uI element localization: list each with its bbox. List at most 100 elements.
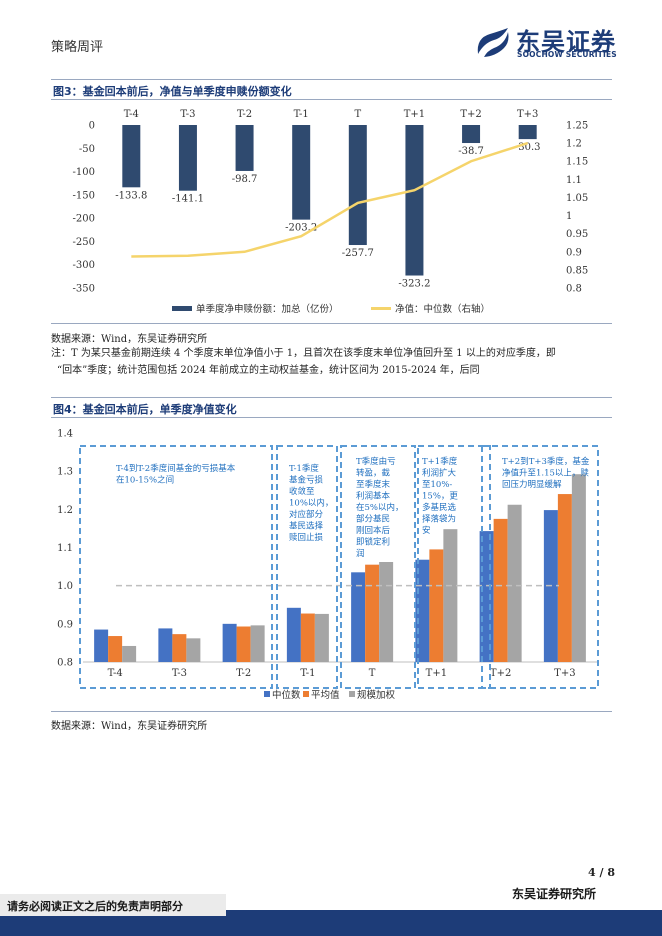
fig4-bar: [571, 474, 586, 662]
fig4-annotation-box: [481, 445, 599, 689]
fig3-data-label: -203.2: [285, 223, 317, 234]
fig4-bar: [429, 549, 444, 662]
fig3-y-tick-label: 0: [89, 121, 95, 132]
fig4-annotation-text: 在10-15%之间: [116, 475, 174, 486]
fig3-y2-tick-label: 0.8: [566, 284, 582, 295]
fig4-x-tick-label: T-4: [108, 668, 123, 679]
fig3-bottom-rule: [51, 323, 612, 324]
fig3-legend-swatch-bar: [172, 306, 192, 311]
fig4-annotation-text: 润: [356, 548, 365, 559]
fig4-annotation-text: 10%以内，: [289, 498, 333, 509]
fig3-x-tick-label: T-2: [237, 109, 252, 120]
fig4-legend-label: 平均值: [311, 689, 340, 701]
fig4-y-tick-label: 1.0: [57, 581, 73, 592]
fig4-annotation-text: 刚回本后: [356, 525, 391, 536]
fig3-x-tick-label: T: [354, 109, 361, 120]
fig4-annotation-text: 净值升至1.15以上，赎: [502, 468, 589, 479]
fig4-legend-label: 规模加权: [357, 689, 396, 701]
fig3-data-label: -38.7: [458, 146, 484, 157]
fig4-annotation-text: 在5%以内，: [356, 502, 404, 513]
fig3-bar: [405, 125, 424, 276]
fig3-bar: [518, 125, 537, 140]
fig4-y-tick-label: 1.2: [57, 505, 73, 516]
fig3-note-line2: “回本”季度；统计范围包括 2024 年前成立的主动权益基金，统计区间为 201…: [57, 365, 480, 376]
fig3-y2-tick-label: 0.95: [566, 229, 588, 240]
fig3-bar: [235, 125, 254, 171]
fig4-title: 图4：基金回本前后，单季度净值变化: [53, 403, 237, 416]
fig4-legend-swatch: [303, 691, 309, 697]
fig4-annotation-text: 择落袋为: [422, 514, 456, 525]
fig4-bar: [186, 638, 201, 662]
fig3-y-tick-label: -300: [73, 260, 95, 271]
fig4-bar: [507, 504, 522, 662]
fig4-annotation-text: 收敛至: [289, 486, 315, 497]
fig3-x-tick-label: T+3: [517, 109, 538, 120]
fig3-y2-tick-label: 1: [566, 211, 572, 222]
fig4-annotation-text: 赎回止损: [289, 532, 324, 543]
fig4-annotation-text: T+1季度: [422, 456, 458, 467]
fig4-bar: [236, 626, 251, 662]
fig4-bar: [351, 572, 366, 662]
fig4-bar: [300, 613, 315, 662]
fig3-y2-tick-label: 1.25: [566, 121, 588, 132]
fig3-y2-tick-label: 1.05: [566, 193, 588, 204]
fig4-top-rule: [51, 397, 612, 398]
fig4-x-tick-label: T-3: [172, 668, 187, 679]
fig3-y-tick-label: -250: [73, 237, 95, 248]
fig4-chart: 1.4 1.3 1.2 1.1 1.0 0.9 0.8 T-4 T-3 T-2 T-1 T T+1 T+2…: [57, 429, 599, 701]
fig3-data-label: -133.8: [115, 190, 147, 201]
fig4-y-tick-label: 0.8: [57, 658, 73, 669]
footer-org: 东吴证券研究所: [512, 887, 597, 901]
fig3-title: 图3：基金回本前后，净值与单季度申赎份额变化: [53, 85, 292, 98]
disclaimer-text: 请务必阅读正文之后的免责声明部分: [7, 900, 183, 913]
fig3-x-tick-label: T-4: [124, 109, 139, 120]
fig4-annotation-box: [79, 445, 273, 689]
fig3-y-tick-label: -100: [73, 167, 95, 178]
fig4-x-tick-label: T-2: [236, 668, 251, 679]
fig4-annotation-text: 即锁定利: [356, 537, 390, 548]
page-number: 4 / 8: [588, 866, 615, 879]
logo-icon: [477, 28, 509, 57]
fig4-annotation-text: 回压力明显缓解: [502, 479, 562, 490]
fig3-note-line1: 注：T 为某只基金前期连续 4 个季度末单位净值小于 1，且首次在该季度末单位净…: [51, 348, 556, 359]
fig4-bar: [314, 613, 329, 662]
fig3-bar: [462, 125, 481, 144]
fig3-y-tick-label: -350: [73, 284, 95, 295]
fig3-bar: [122, 125, 141, 188]
fig3-legend-label-line: 净值：中位数（右轴）: [395, 303, 490, 315]
fig4-annotation-text: 15%，更: [422, 492, 458, 502]
fig4-annotation-text: T-4到T-2季度间基金的亏损基本: [116, 463, 236, 474]
fig4-annotation-text: 至10%-: [422, 480, 452, 490]
fig4-x-tick-label: T-1: [300, 668, 315, 679]
fig4-annotation-text: T+2到T+3季度，基金: [502, 456, 590, 467]
fig3-y2-tick-label: 1.1: [566, 175, 582, 186]
fig3-x-tick-label: T-3: [180, 109, 195, 120]
logo-text: 东吴证券: [516, 28, 616, 56]
fig4-annotation-box: [340, 445, 416, 689]
fig4-bar: [122, 645, 137, 662]
fig4-bar: [158, 628, 173, 662]
fig3-x-tick-label: T+1: [404, 109, 425, 120]
fig4-bottom-rule: [51, 711, 612, 712]
fig4-annotation-text: T季度由亏: [356, 456, 396, 467]
fig3-chart: T-4 T-3 T-2 T-1 T T+1 T+2 T+3 0 -50 -100 -150 -200 -2…: [73, 109, 589, 315]
fig4-annotation-text: 部分基民: [356, 514, 390, 525]
fig4-bar: [222, 623, 237, 662]
fig4-source: 数据来源：Wind，东吴证券研究所: [51, 721, 208, 732]
fig3-y-tick-label: -50: [79, 144, 95, 155]
disclaimer-box: [0, 894, 226, 916]
fig4-bar: [94, 629, 109, 662]
fig4-bar: [286, 607, 301, 662]
fig4-bar: [172, 634, 187, 662]
fig3-bar: [348, 125, 367, 246]
fig3-bar: [178, 125, 197, 191]
fig4-annotation-text: 基金亏损: [289, 475, 324, 486]
fig4-y-tick-label: 1.4: [57, 429, 73, 440]
fig4-annotation-text: 利润基本: [356, 491, 391, 502]
fig3-title-rule: [51, 99, 612, 100]
fig4-bar: [108, 636, 123, 662]
fig3-y2-tick-label: 1.15: [566, 157, 588, 168]
fig4-annotation-box: [417, 445, 491, 689]
fig4-x-tick-label: T+1: [426, 668, 447, 679]
fig4-annotation-text: 安: [422, 525, 431, 536]
